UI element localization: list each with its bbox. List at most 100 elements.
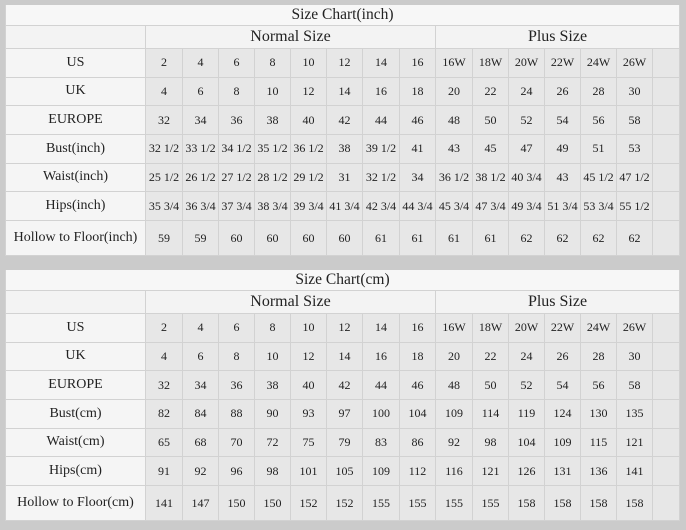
size-cell: 32 1/2 [362, 162, 400, 193]
size-cell: 112 [399, 456, 436, 486]
size-cell: 46 [399, 370, 436, 400]
size-cell: 62 [616, 220, 653, 256]
size-cell: 49 3/4 [508, 191, 545, 221]
size-cell: 65 [145, 427, 183, 458]
size-cell: 49 [544, 133, 581, 164]
table-row: Bust(inch) 32 1/2 33 1/2 34 1/2 35 1/2 36 1/2… [5, 133, 680, 164]
size-cell: 22 [472, 76, 509, 107]
empty-cell [652, 220, 680, 256]
size-cell: 98 [254, 456, 291, 486]
size-cell: 61 [472, 220, 509, 256]
size-cell: 35 1/2 [254, 133, 291, 164]
size-cell: 141 [145, 485, 183, 521]
size-cell: 20 [435, 76, 473, 107]
plus-size-header: Plus Size [435, 25, 680, 49]
size-cell: 126 [508, 456, 545, 486]
size-cell: 44 [362, 105, 400, 135]
size-cell: 79 [326, 427, 363, 458]
size-cell: 51 3/4 [544, 191, 581, 221]
table-row: EUROPE 32 34 36 38 40 42 44 46 48 50 52 54 56 58 [5, 370, 680, 400]
empty-cell [652, 76, 680, 107]
size-cell: 44 3/4 [399, 191, 436, 221]
size-cell: 56 [580, 370, 617, 400]
size-table: Size Chart(cm) Normal Size Plus Size US 2 4 6 8… [5, 270, 680, 521]
size-cell: 60 [290, 220, 327, 256]
size-cell: 131 [544, 456, 581, 486]
empty-cell [652, 48, 680, 78]
size-cell: 34 1/2 [218, 133, 255, 164]
size-cell: 38 [254, 105, 291, 135]
size-cell: 96 [218, 456, 255, 486]
table-row: US 2 4 6 8 10 12 14 16 16W 18W 20W 22W 24W 26W [5, 313, 680, 343]
size-cell: 152 [326, 485, 363, 521]
size-cell: 150 [218, 485, 255, 521]
size-cell: 116 [435, 456, 473, 486]
size-cell: 35 3/4 [145, 191, 183, 221]
size-cell: 42 [326, 105, 363, 135]
size-cell: 2 [145, 48, 183, 78]
size-cell: 20W [508, 313, 545, 343]
size-cell: 20 [435, 341, 473, 372]
size-cell: 152 [290, 485, 327, 521]
size-cell: 24W [580, 48, 617, 78]
table-row: US 2 4 6 8 10 12 14 16 16W 18W 20W 22W 24W 26W [5, 48, 680, 78]
size-cell: 18W [472, 48, 509, 78]
size-cell: 136 [580, 456, 617, 486]
size-cell: 8 [254, 48, 291, 78]
size-cell: 150 [254, 485, 291, 521]
size-cell: 22W [544, 48, 581, 78]
empty-cell [652, 398, 680, 429]
size-cell: 10 [254, 341, 291, 372]
size-cell: 84 [182, 398, 219, 429]
size-cell: 48 [435, 370, 473, 400]
size-cell: 158 [508, 485, 545, 521]
size-cell: 47 1/2 [616, 162, 653, 193]
row-label: US [5, 313, 146, 343]
size-cell: 16W [435, 48, 473, 78]
size-cell: 28 [580, 341, 617, 372]
size-cell: 72 [254, 427, 291, 458]
size-cell: 24 [508, 76, 545, 107]
size-table: Size Chart(inch) Normal Size Plus Size US 2 4… [5, 5, 680, 256]
size-cell: 6 [218, 313, 255, 343]
size-cell: 82 [145, 398, 183, 429]
size-cell: 36 [218, 370, 255, 400]
size-cell: 25 1/2 [145, 162, 183, 193]
size-cell: 2 [145, 313, 183, 343]
size-cell: 158 [616, 485, 653, 521]
size-cell: 12 [326, 48, 363, 78]
size-cell: 30 [616, 341, 653, 372]
size-chart-inch: Size Chart(inch) Normal Size Plus Size US 2 4… [5, 5, 680, 256]
size-cell: 68 [182, 427, 219, 458]
size-cell: 26W [616, 313, 653, 343]
size-cell: 26 [544, 76, 581, 107]
size-cell: 14 [326, 76, 363, 107]
size-cell: 6 [218, 48, 255, 78]
size-cell: 92 [182, 456, 219, 486]
size-cell: 109 [362, 456, 400, 486]
size-cell: 121 [472, 456, 509, 486]
empty-cell [652, 485, 680, 521]
size-chart-cm: Size Chart(cm) Normal Size Plus Size US 2 4 6 8… [5, 270, 680, 521]
size-cell: 6 [182, 76, 219, 107]
size-cell: 61 [362, 220, 400, 256]
size-cell: 53 [616, 133, 653, 164]
row-label: Waist(cm) [5, 427, 146, 458]
size-cell: 28 1/2 [254, 162, 291, 193]
size-cell: 16W [435, 313, 473, 343]
row-label: Hips(cm) [5, 456, 146, 486]
size-cell: 155 [435, 485, 473, 521]
size-cell: 60 [326, 220, 363, 256]
size-cell: 86 [399, 427, 436, 458]
size-cell: 45 [472, 133, 509, 164]
size-cell: 45 3/4 [435, 191, 473, 221]
size-cell: 124 [544, 398, 581, 429]
size-cell: 38 [326, 133, 363, 164]
size-cell: 158 [580, 485, 617, 521]
size-cell: 109 [544, 427, 581, 458]
size-cell: 44 [362, 370, 400, 400]
size-cell: 61 [435, 220, 473, 256]
size-cell: 24W [580, 313, 617, 343]
size-cell: 141 [616, 456, 653, 486]
table-row: Hollow to Floor(cm) 141 147 150 150 152 152 155… [5, 485, 680, 521]
